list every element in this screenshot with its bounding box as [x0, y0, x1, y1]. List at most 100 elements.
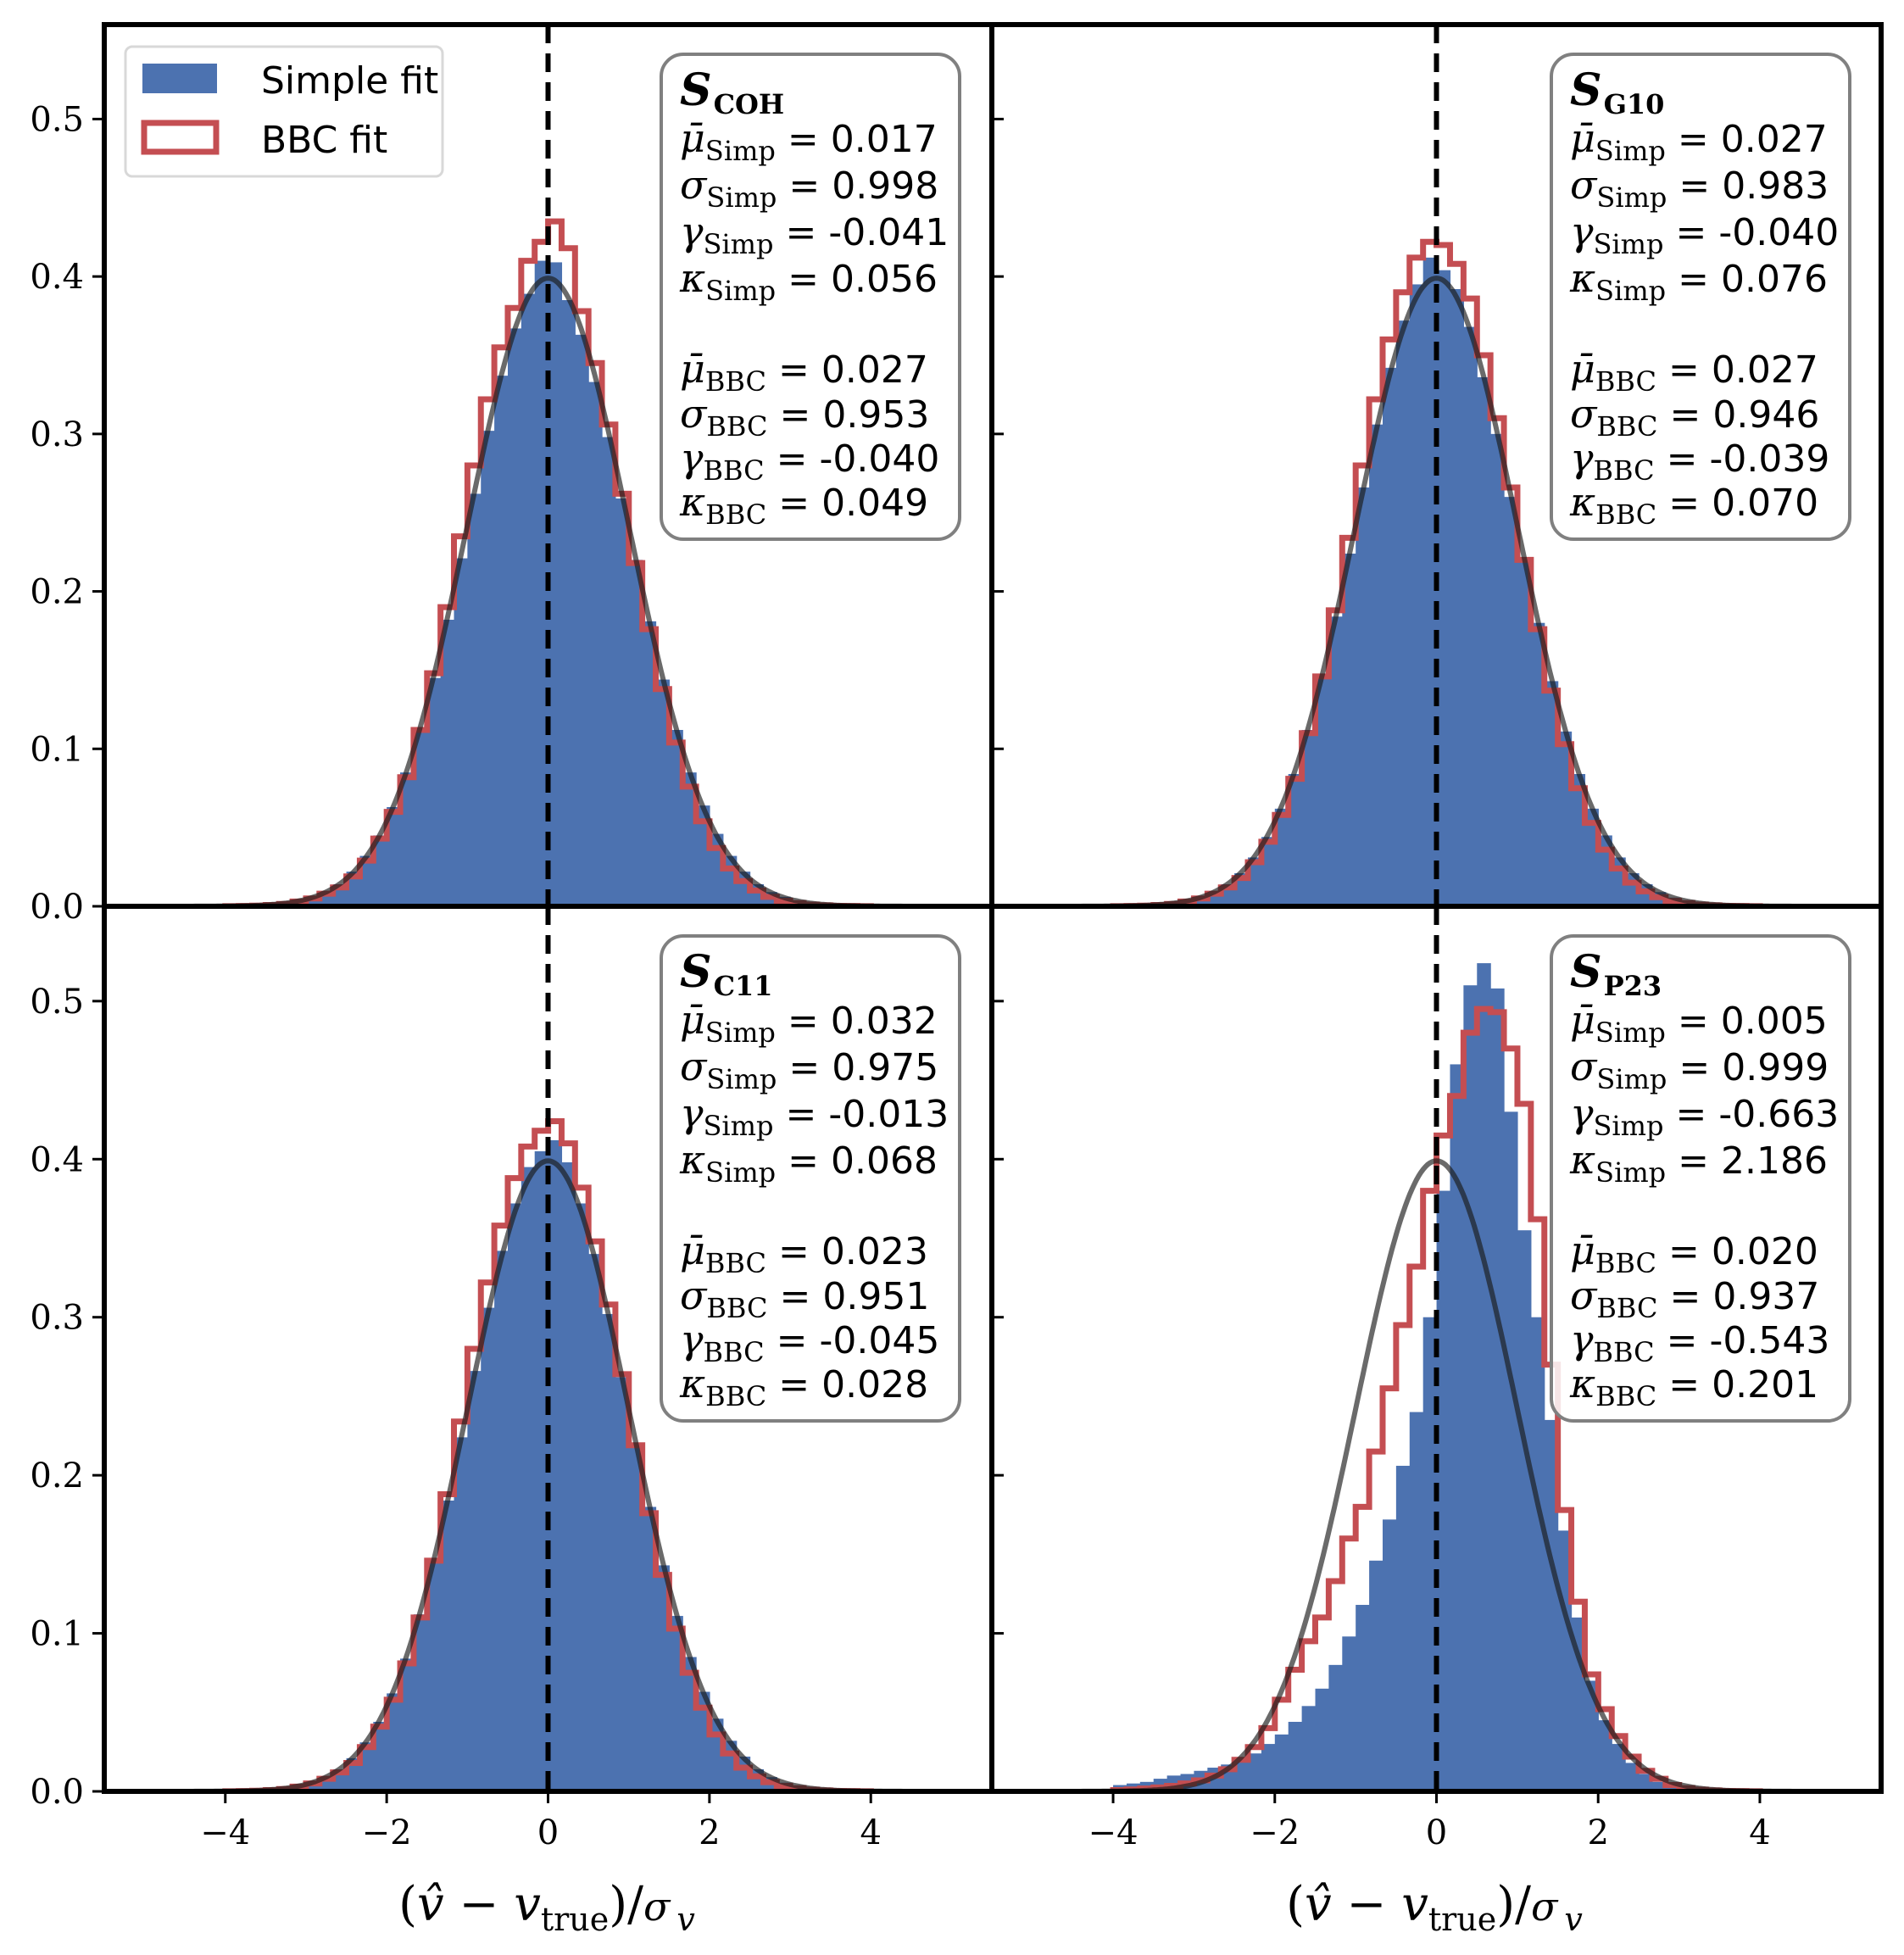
stat-symbol: σ — [1570, 162, 1598, 208]
stat-row: γBBC = -0.039 — [1570, 435, 1829, 487]
simple-fit-bar — [1395, 320, 1411, 906]
simple-fit-bar — [494, 1250, 509, 1791]
stat-row: σBBC = 0.951 — [680, 1273, 929, 1324]
stat-row: μ̄Simp = 0.005 — [1570, 997, 1828, 1049]
simple-fit-bar — [1248, 1753, 1262, 1791]
stat-subscript: Simp — [1594, 1110, 1664, 1142]
stat-value: 0.201 — [1712, 1363, 1818, 1406]
stat-value: 0.076 — [1721, 258, 1828, 301]
x-tick-label: −4 — [200, 1813, 250, 1852]
simple-fit-bar — [1422, 1317, 1438, 1791]
stat-value: -0.040 — [819, 437, 939, 481]
stat-symbol: γ — [680, 1090, 704, 1136]
stat-row: κBBC = 0.028 — [679, 1361, 928, 1412]
simple-fit-bar — [682, 772, 697, 906]
simple-fit-bar — [602, 1313, 616, 1791]
simple-fit-bar — [426, 1560, 442, 1791]
simple-fit-bar — [655, 1565, 670, 1791]
x-tick-label: 4 — [1749, 1813, 1770, 1852]
stat-symbol: σ — [680, 391, 708, 437]
xlabel-sigma: σ — [1531, 1884, 1559, 1930]
stat-subscript: Simp — [1595, 275, 1666, 307]
x-tick-label: −2 — [362, 1813, 412, 1852]
stat-symbol: σ — [680, 1044, 708, 1089]
stat-equals: = — [1667, 1319, 1710, 1362]
stat-equals: = — [1675, 211, 1718, 254]
stat-subscript: Simp — [1594, 228, 1664, 260]
stat-value: 0.023 — [821, 1230, 928, 1273]
xlabel-minus: − — [444, 1877, 515, 1932]
stat-row: μ̄BBC = 0.020 — [1570, 1228, 1818, 1279]
stat-equals: = — [1678, 1139, 1721, 1183]
stat-subscript: Simp — [1596, 1063, 1667, 1095]
stat-row: γBBC = -0.543 — [1570, 1317, 1829, 1368]
simple-fit-bar — [1395, 1465, 1411, 1791]
simple-fit-bar — [1504, 497, 1518, 906]
simple-fit-bar — [1342, 1636, 1356, 1791]
stat-symbol: μ̄ — [1570, 1228, 1595, 1273]
simple-fit-bar — [1463, 326, 1478, 906]
stats-title-subscript: G10 — [1604, 88, 1665, 120]
stat-row: γSimp = -0.663 — [1570, 1090, 1839, 1142]
simple-fit-bar — [1436, 270, 1451, 906]
stat-equals: = — [777, 437, 820, 481]
stat-row: γSimp = -0.041 — [680, 209, 949, 260]
x-tick-label: 0 — [1426, 1813, 1447, 1852]
stat-equals: = — [780, 1275, 823, 1318]
stat-equals: = — [1679, 1046, 1722, 1089]
stat-symbol: γ — [1570, 209, 1594, 254]
simple-fit-bar — [1261, 837, 1276, 906]
simple-fit-bar — [615, 498, 630, 906]
stats-title-symbol: S — [680, 64, 712, 116]
simple-fit-bar — [1382, 367, 1397, 906]
stat-value: -0.040 — [1718, 211, 1839, 254]
stat-value: 2.186 — [1721, 1139, 1828, 1183]
stat-value: -0.039 — [1709, 437, 1829, 481]
stat-value: 0.951 — [822, 1275, 929, 1318]
stat-value: 0.005 — [1721, 1000, 1828, 1043]
simple-fit-bar — [1477, 963, 1491, 1791]
simple-fit-bar — [1517, 561, 1532, 906]
stat-row: μ̄BBC = 0.027 — [1570, 346, 1818, 398]
simple-fit-bar — [1530, 622, 1545, 906]
stat-subscript: BBC — [705, 498, 766, 531]
simple-fit-bar — [1288, 1721, 1303, 1791]
stat-row: σBBC = 0.946 — [1570, 391, 1819, 443]
stat-row: κBBC = 0.201 — [1569, 1361, 1818, 1412]
simple-fit-bar — [1315, 676, 1329, 906]
legend-label-bbc: BBC fit — [261, 119, 387, 162]
stats-title: SP23 — [1570, 946, 1662, 1002]
xlabel-sub: true — [1428, 1901, 1496, 1938]
simple-fit-bar — [373, 1721, 387, 1791]
stat-row: σBBC = 0.937 — [1570, 1273, 1819, 1324]
stat-equals: = — [1678, 258, 1721, 301]
simple-fit-bar — [387, 807, 401, 906]
stat-symbol: μ̄ — [680, 115, 705, 161]
stat-equals: = — [1678, 118, 1721, 161]
stats-title-symbol: S — [1570, 64, 1602, 116]
simple-fit-bar — [413, 1614, 428, 1791]
simple-fit-bar — [1342, 554, 1356, 906]
stat-symbol: κ — [679, 479, 705, 525]
stat-subscript: BBC — [1595, 1247, 1656, 1279]
simple-fit-bar — [615, 1377, 630, 1791]
simple-fit-bar — [481, 1307, 495, 1791]
stat-equals: = — [778, 1363, 821, 1406]
stat-subscript: Simp — [706, 1063, 777, 1095]
simple-fit-bar — [1530, 1317, 1545, 1791]
stat-row: γSimp = -0.040 — [1570, 209, 1839, 260]
stat-row: γBBC = -0.045 — [680, 1317, 939, 1368]
stat-symbol: κ — [679, 255, 705, 301]
stat-equals: = — [1668, 348, 1712, 392]
stat-symbol: μ̄ — [680, 346, 705, 392]
simple-fit-bar — [1301, 1706, 1317, 1791]
stat-symbol: σ — [1570, 1273, 1598, 1318]
legend-swatch-simple — [142, 64, 217, 93]
simple-fit-bar — [454, 558, 468, 906]
simple-fit-bar — [1356, 487, 1370, 906]
stat-symbol: μ̄ — [1570, 346, 1595, 392]
